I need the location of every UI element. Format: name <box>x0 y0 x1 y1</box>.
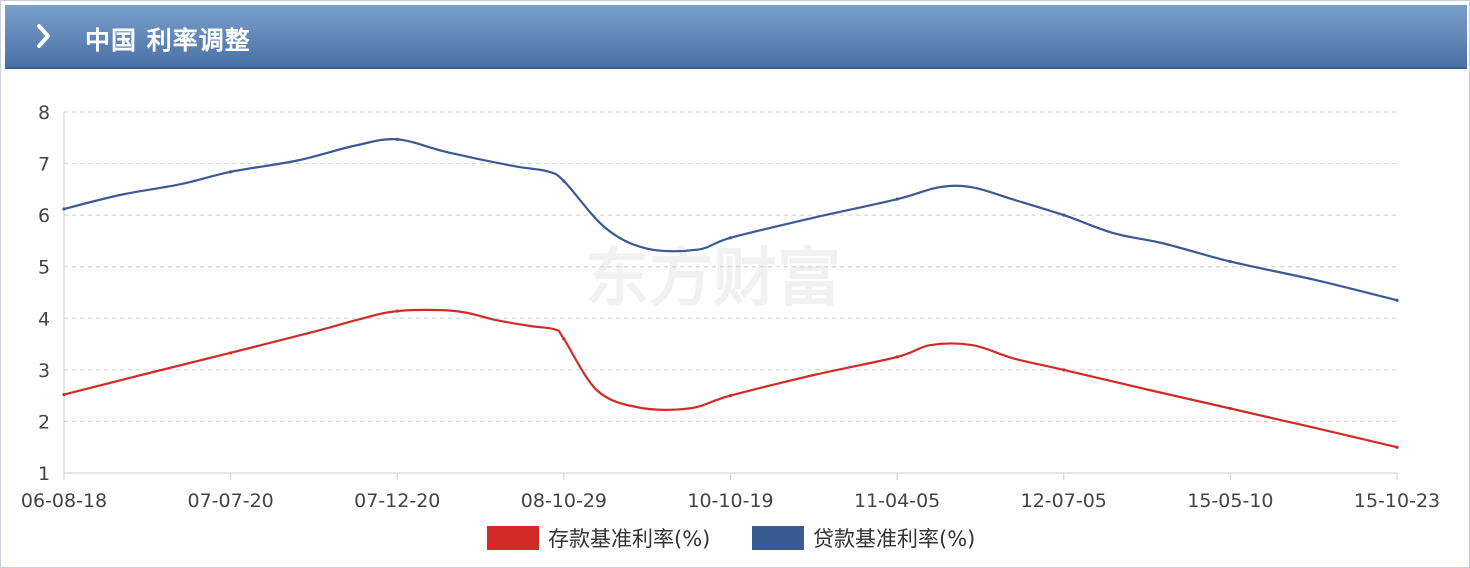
data-point[interactable] <box>562 179 566 183</box>
data-point[interactable] <box>62 207 66 211</box>
panel-header: 中国 利率调整 <box>5 5 1467 69</box>
y-tick-label: 2 <box>38 411 50 433</box>
y-tick-label: 5 <box>38 257 50 279</box>
x-tick-label: 15-10-23 <box>1354 490 1440 512</box>
y-tick-label: 7 <box>38 154 50 176</box>
x-tick-label: 15-05-10 <box>1187 490 1273 512</box>
y-tick-label: 1 <box>38 463 50 485</box>
legend-label[interactable]: 贷款基准利率(%) <box>813 527 975 551</box>
y-tick-label: 3 <box>38 360 50 382</box>
chevron-right-icon[interactable] <box>35 23 53 49</box>
y-tick-label: 6 <box>38 205 50 227</box>
grid-lines <box>64 111 1397 422</box>
page-title: 中国 利率调整 <box>85 26 251 55</box>
data-point[interactable] <box>728 394 733 398</box>
data-point[interactable] <box>728 236 733 240</box>
data-point[interactable] <box>1228 259 1232 264</box>
y-axis-ticks: 1 2 3 4 5 6 7 8 <box>38 102 50 485</box>
series-line-0 <box>63 308 1398 449</box>
data-point[interactable] <box>562 337 566 341</box>
data-point[interactable] <box>1395 298 1399 302</box>
data-point[interactable] <box>895 197 899 201</box>
legend-swatch[interactable] <box>487 526 539 550</box>
x-tick-label: 12-07-05 <box>1021 490 1107 512</box>
series-line-1 <box>63 138 1398 302</box>
data-point[interactable] <box>395 137 399 141</box>
y-tick-label: 8 <box>38 102 50 124</box>
legend: 存款基准利率(%) 贷款基准利率(%) <box>487 526 975 551</box>
axes <box>63 112 1398 480</box>
data-point[interactable] <box>1228 406 1232 411</box>
y-tick-label: 4 <box>38 308 50 330</box>
data-point[interactable] <box>1062 213 1066 217</box>
data-point[interactable] <box>229 170 233 174</box>
data-point[interactable] <box>1395 445 1399 449</box>
x-tick-label: 11-04-05 <box>854 490 940 512</box>
x-tick-label: 06-08-18 <box>21 490 107 512</box>
data-point[interactable] <box>895 355 899 359</box>
legend-swatch[interactable] <box>752 526 804 550</box>
data-point[interactable] <box>229 351 233 355</box>
x-axis-ticks: 06-08-18 07-07-20 07-12-20 08-10-29 10-10-19… <box>21 490 1440 512</box>
x-tick-label: 10-10-19 <box>687 490 773 512</box>
x-tick-label: 08-10-29 <box>521 490 607 512</box>
x-tick-label: 07-07-20 <box>188 490 274 512</box>
watermark: 东方财富 <box>585 242 841 316</box>
data-point[interactable] <box>62 393 66 397</box>
x-tick-label: 07-12-20 <box>354 490 440 512</box>
legend-label[interactable]: 存款基准利率(%) <box>548 527 710 551</box>
data-point[interactable] <box>1062 368 1066 372</box>
data-point[interactable] <box>395 309 399 313</box>
series-lines <box>62 137 1399 449</box>
